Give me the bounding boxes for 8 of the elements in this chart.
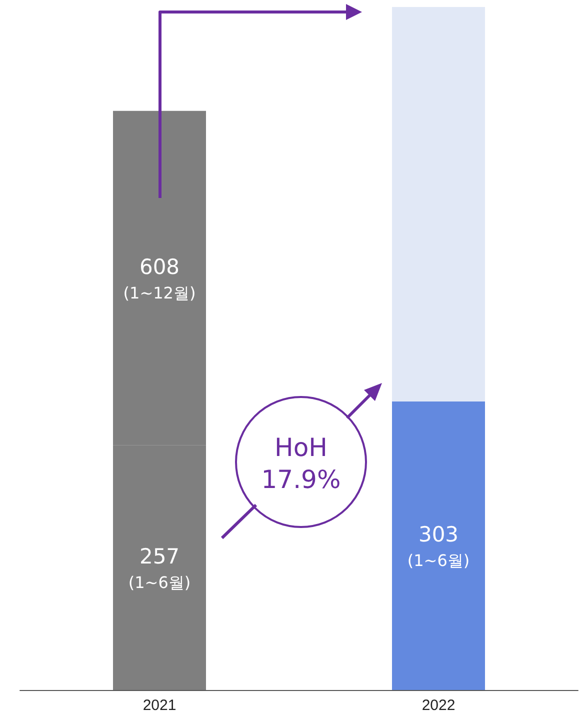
annotation: HoH 17.9% [261,433,341,494]
total-label: 608 (1~12월) [123,255,196,303]
data-label: 303 (1~6월) [407,522,470,570]
x-tick-label: 2021 [142,697,176,714]
data-label: 257 (1~6월) [128,544,191,592]
x-tick-label: 2022 [422,697,456,714]
bar [392,401,485,690]
bar [392,7,485,402]
